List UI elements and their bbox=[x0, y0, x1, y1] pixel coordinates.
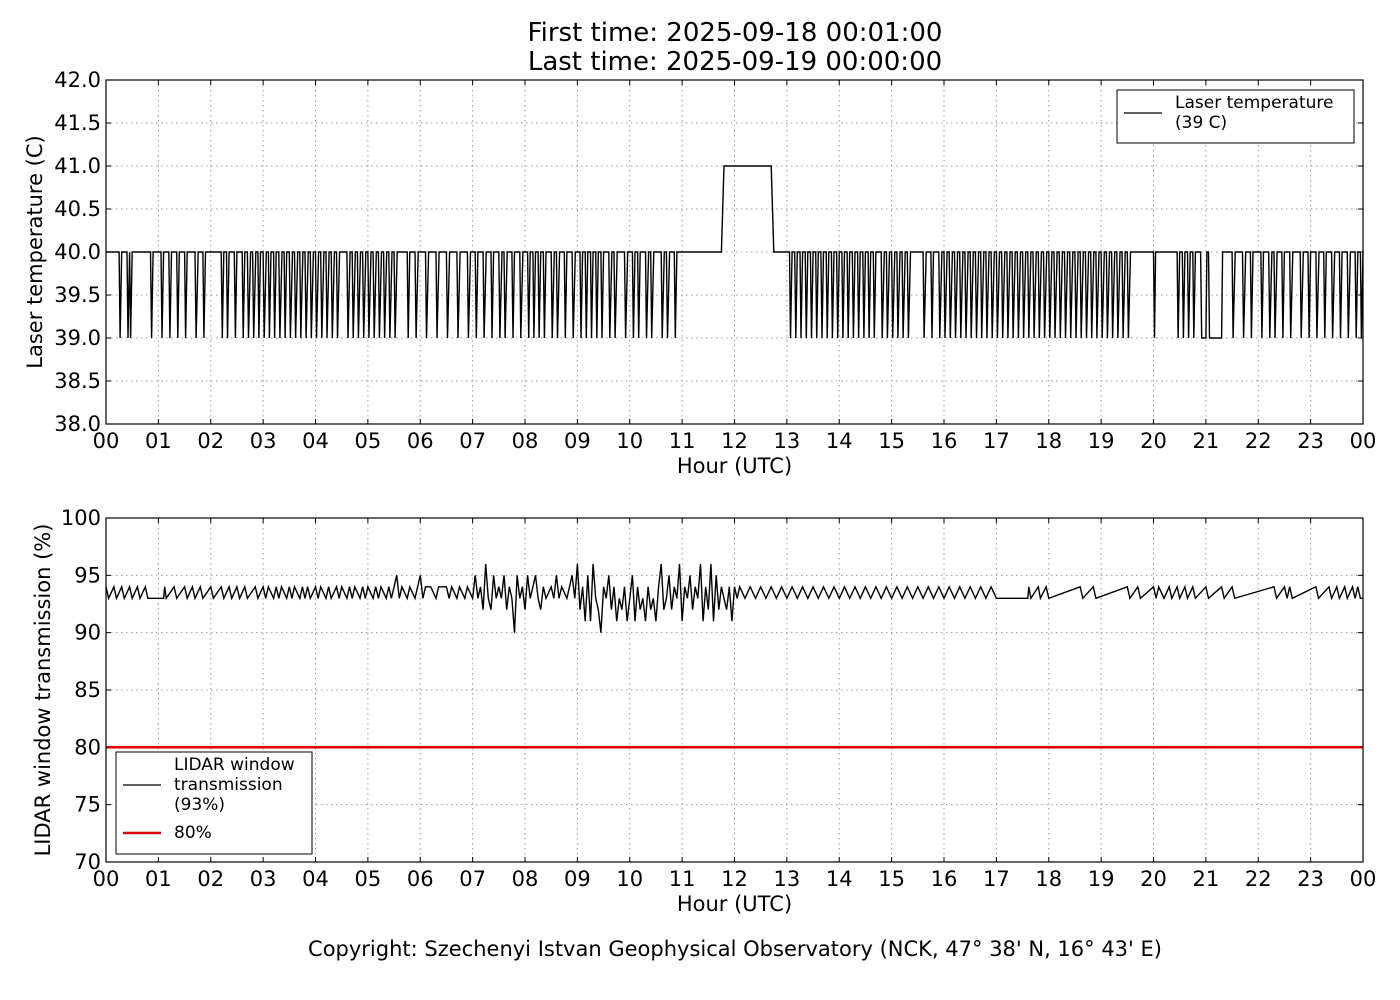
x-tick-label: 18 bbox=[1035, 429, 1062, 453]
chart-title-last-time: Last time: 2025-09-19 00:00:00 bbox=[527, 47, 943, 77]
x-tick-label: 20 bbox=[1140, 429, 1167, 453]
x-tick-label: 11 bbox=[669, 429, 696, 453]
x-tick-label: 05 bbox=[355, 867, 382, 891]
y-tick-label: 42.0 bbox=[54, 68, 101, 92]
plot-frame bbox=[105, 79, 1364, 425]
x-tick-label: 03 bbox=[250, 429, 277, 453]
x-tick-label: 06 bbox=[407, 867, 434, 891]
y-tick-label: 41.5 bbox=[54, 111, 101, 135]
x-tick-label: 16 bbox=[931, 867, 958, 891]
x-tick-label: 02 bbox=[197, 429, 224, 453]
x-tick-label: 17 bbox=[983, 867, 1010, 891]
x-tick-label: 00 bbox=[93, 867, 120, 891]
x-tick-label: 04 bbox=[302, 867, 329, 891]
plot-frame bbox=[105, 517, 1364, 863]
y-tick-label: 38.0 bbox=[54, 412, 101, 436]
y-tick-label: 75 bbox=[74, 793, 101, 817]
legend-label: 80% bbox=[174, 823, 212, 843]
y-tick-label: 95 bbox=[74, 563, 101, 587]
x-tick-label: 07 bbox=[459, 867, 486, 891]
legend-box bbox=[115, 751, 313, 855]
x-tick-label: 06 bbox=[407, 429, 434, 453]
laser-temperature-panel: 00 01 02 03 04 05 06 07 08 09 10 11 12 13 14 15 16 17 18 19… bbox=[23, 68, 1376, 478]
y-tick-label: 40.5 bbox=[54, 197, 101, 221]
y-tick-label: 70 bbox=[74, 850, 101, 874]
x-tick-label: 01 bbox=[145, 429, 172, 453]
x-tick-label: 19 bbox=[1088, 429, 1115, 453]
series-line bbox=[106, 165, 1364, 339]
y-tick-label: 39.5 bbox=[54, 283, 101, 307]
x-tick-label: 14 bbox=[826, 429, 853, 453]
y-axis-label: Laser temperature (C) bbox=[23, 135, 47, 368]
x-tick-label: 20 bbox=[1140, 867, 1167, 891]
x-tick-label: 15 bbox=[878, 867, 905, 891]
x-tick-label: 12 bbox=[721, 867, 748, 891]
x-tick-label: 00 bbox=[1350, 429, 1377, 453]
y-axis-label: LIDAR window transmission (%) bbox=[31, 524, 55, 857]
x-tick-label: 21 bbox=[1193, 867, 1220, 891]
legend: LIDAR window transmission (93%) 80% bbox=[115, 751, 313, 855]
x-tick-label: 05 bbox=[355, 429, 382, 453]
x-tick-label: 16 bbox=[931, 429, 958, 453]
x-tick-label: 13 bbox=[774, 867, 801, 891]
y-tick-label: 85 bbox=[74, 678, 101, 702]
y-tick-label: 100 bbox=[61, 506, 101, 530]
x-tick-label: 14 bbox=[826, 867, 853, 891]
x-tick-label: 03 bbox=[250, 867, 277, 891]
x-tick-label: 21 bbox=[1193, 429, 1220, 453]
x-tick-label: 18 bbox=[1035, 867, 1062, 891]
chart-title-first-time: First time: 2025-09-18 00:01:00 bbox=[527, 18, 943, 48]
y-tick-label: 80 bbox=[74, 735, 101, 759]
x-tick-label: 22 bbox=[1245, 867, 1272, 891]
x-tick-label: 19 bbox=[1088, 867, 1115, 891]
x-tick-label: 23 bbox=[1297, 867, 1324, 891]
x-tick-label: 17 bbox=[983, 429, 1010, 453]
x-tick-label: 00 bbox=[1350, 867, 1377, 891]
x-tick-label: 09 bbox=[564, 867, 591, 891]
x-tick-label: 10 bbox=[616, 867, 643, 891]
x-tick-label: 00 bbox=[93, 429, 120, 453]
x-tick-label: 10 bbox=[616, 429, 643, 453]
x-tick-label: 07 bbox=[459, 429, 486, 453]
x-tick-label: 12 bbox=[721, 429, 748, 453]
x-tick-label: 08 bbox=[512, 429, 539, 453]
series-line bbox=[105, 563, 1363, 633]
legend-label: LIDAR window transmission (93%) bbox=[174, 755, 295, 815]
legend-box bbox=[1116, 89, 1355, 144]
x-tick-label: 11 bbox=[669, 867, 696, 891]
copyright-footer: Copyright: Szechenyi Istvan Geophysical … bbox=[308, 937, 1162, 961]
legend: Laser temperature (39 C) bbox=[1116, 89, 1355, 144]
x-tick-label: 15 bbox=[878, 429, 905, 453]
x-axis-label: Hour (UTC) bbox=[677, 454, 792, 478]
x-tick-label: 22 bbox=[1245, 429, 1272, 453]
x-tick-label: 09 bbox=[564, 429, 591, 453]
x-axis-label: Hour (UTC) bbox=[677, 892, 792, 916]
y-tick-label: 41.0 bbox=[54, 154, 101, 178]
x-tick-label: 01 bbox=[145, 867, 172, 891]
y-tick-label: 38.5 bbox=[54, 369, 101, 393]
y-tick-label: 90 bbox=[74, 621, 101, 645]
x-tick-label: 13 bbox=[774, 429, 801, 453]
x-tick-label: 08 bbox=[512, 867, 539, 891]
x-tick-label: 04 bbox=[302, 429, 329, 453]
y-tick-label: 40.0 bbox=[54, 240, 101, 264]
lidar-transmission-panel: 00 01 02 03 04 05 06 07 08 09 10 11 12 13 14 15 16 17 18 19… bbox=[31, 506, 1376, 916]
legend-label: Laser temperature (39 C) bbox=[1175, 93, 1333, 133]
y-tick-label: 39.0 bbox=[54, 326, 101, 350]
x-tick-label: 02 bbox=[197, 867, 224, 891]
x-tick-label: 23 bbox=[1297, 429, 1324, 453]
